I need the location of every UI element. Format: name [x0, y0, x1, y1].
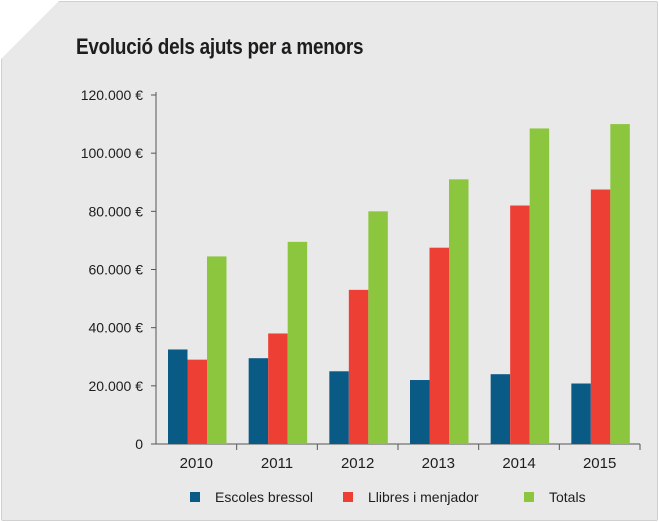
legend-label: Escoles bressol: [215, 489, 313, 505]
bar-totals-2012: [368, 211, 388, 444]
y-tick-label: 100.000 €: [81, 145, 143, 161]
x-tick-label: 2011: [261, 455, 293, 472]
legend-label: Llibres i menjador: [368, 489, 479, 505]
x-tick-label: 2013: [422, 455, 455, 472]
y-tick-label: 120.000 €: [81, 87, 143, 103]
y-tick-label: 60.000 €: [89, 262, 144, 278]
y-tick-label: 80.000 €: [89, 203, 144, 219]
legend-label: Totals: [549, 489, 586, 505]
x-tick-label: 2015: [583, 455, 616, 472]
bar-llibres-i-menjador-2012: [348, 289, 369, 444]
bar-totals-2010: [207, 256, 227, 444]
chart-title: Evolució dels ajuts per a menors: [76, 34, 364, 59]
y-tick-label: 20.000 €: [89, 378, 144, 394]
bar-llibres-i-menjador-2011: [268, 333, 288, 444]
legend-swatch: [343, 492, 353, 502]
bar-totals-2015: [610, 124, 630, 444]
bar-llibres-i-menjador-2015: [590, 189, 611, 444]
x-tick-label: 2012: [341, 455, 374, 472]
bar-totals-2011: [287, 241, 308, 444]
bar-escoles-bressol-2015: [571, 383, 591, 444]
x-tick-label: 2014: [502, 455, 535, 472]
y-tick-label: 0: [135, 436, 143, 452]
bar-escoles-bressol-2013: [410, 380, 430, 444]
bar-totals-2014: [529, 128, 550, 444]
folded-corner-decoration: [1, 1, 59, 59]
bar-llibres-i-menjador-2014: [510, 205, 530, 444]
legend-swatch: [524, 492, 534, 502]
bar-escoles-bressol-2014: [490, 374, 511, 444]
bar-llibres-i-menjador-2013: [429, 247, 449, 444]
y-tick-label: 40.000 €: [89, 320, 144, 336]
legend-swatch: [190, 492, 200, 502]
bar-llibres-i-menjador-2010: [187, 359, 207, 444]
bar-escoles-bressol-2012: [329, 371, 349, 444]
x-tick-label: 2010: [180, 455, 213, 472]
bar-totals-2013: [449, 179, 469, 444]
bar-escoles-bressol-2011: [248, 358, 269, 444]
bar-escoles-bressol-2010: [168, 349, 188, 444]
